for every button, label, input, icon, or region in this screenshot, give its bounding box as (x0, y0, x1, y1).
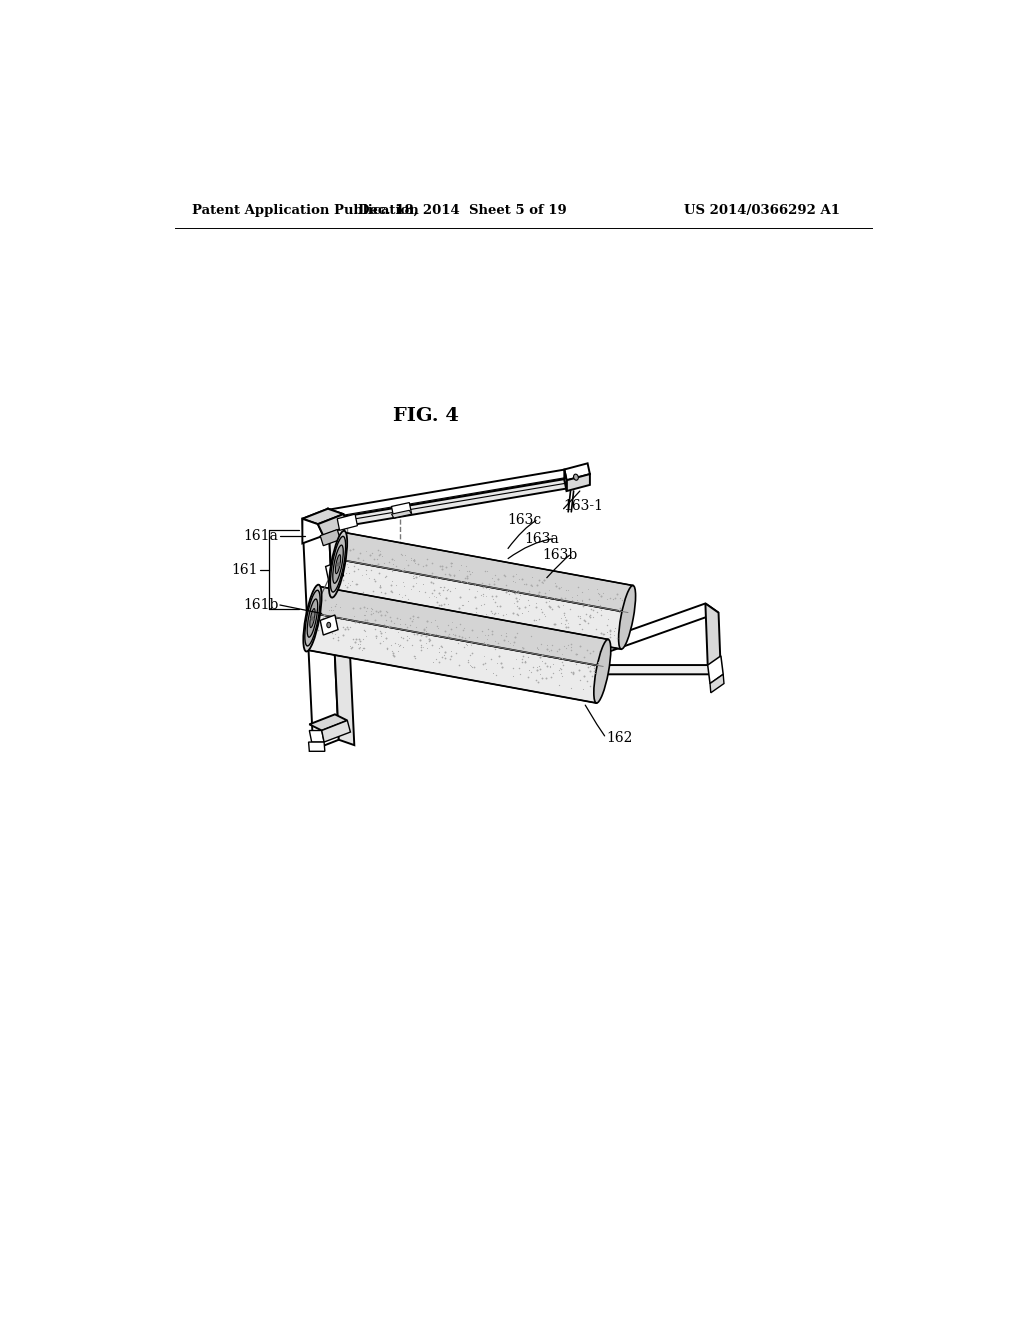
Polygon shape (302, 508, 339, 750)
Ellipse shape (332, 569, 336, 574)
Polygon shape (309, 730, 324, 742)
Polygon shape (325, 511, 339, 527)
Polygon shape (578, 649, 593, 675)
Polygon shape (332, 560, 628, 649)
Polygon shape (302, 519, 324, 544)
Polygon shape (391, 511, 412, 517)
Polygon shape (706, 603, 721, 675)
Text: 163c: 163c (507, 513, 542, 527)
Ellipse shape (307, 599, 317, 638)
Polygon shape (339, 532, 633, 612)
Polygon shape (564, 463, 590, 480)
Polygon shape (328, 508, 354, 744)
Polygon shape (321, 529, 340, 545)
Text: 163a: 163a (524, 532, 559, 545)
Text: US 2014/0366292 A1: US 2014/0366292 A1 (684, 205, 841, 218)
Ellipse shape (333, 545, 343, 583)
Text: FIG. 4: FIG. 4 (393, 408, 460, 425)
Polygon shape (326, 561, 343, 581)
Polygon shape (710, 675, 724, 693)
Ellipse shape (327, 622, 331, 628)
Polygon shape (321, 615, 338, 635)
Text: 162: 162 (606, 731, 633, 746)
Ellipse shape (305, 590, 321, 645)
Polygon shape (580, 665, 721, 675)
Polygon shape (566, 474, 590, 491)
Polygon shape (306, 614, 603, 704)
Ellipse shape (303, 585, 322, 652)
Polygon shape (313, 586, 608, 667)
Ellipse shape (336, 554, 341, 574)
Polygon shape (322, 721, 350, 742)
Polygon shape (302, 508, 343, 524)
Ellipse shape (618, 586, 636, 649)
Ellipse shape (310, 609, 315, 627)
Text: 163b: 163b (543, 548, 578, 562)
Ellipse shape (331, 536, 346, 593)
Polygon shape (337, 515, 357, 531)
Polygon shape (336, 478, 579, 527)
Polygon shape (325, 470, 575, 517)
Polygon shape (308, 742, 325, 751)
Ellipse shape (573, 474, 579, 480)
Polygon shape (391, 503, 412, 517)
Polygon shape (564, 470, 566, 491)
Text: 163-1: 163-1 (563, 499, 603, 513)
Polygon shape (708, 656, 723, 684)
Text: Patent Application Publication: Patent Application Publication (191, 205, 418, 218)
Text: 161a: 161a (244, 529, 279, 543)
Text: 161: 161 (231, 564, 258, 577)
Polygon shape (578, 603, 719, 659)
Polygon shape (309, 714, 347, 730)
Ellipse shape (594, 639, 610, 704)
Text: Dec. 18, 2014  Sheet 5 of 19: Dec. 18, 2014 Sheet 5 of 19 (358, 205, 567, 218)
Ellipse shape (329, 531, 347, 598)
Polygon shape (317, 515, 349, 536)
Text: 161b: 161b (243, 598, 279, 612)
